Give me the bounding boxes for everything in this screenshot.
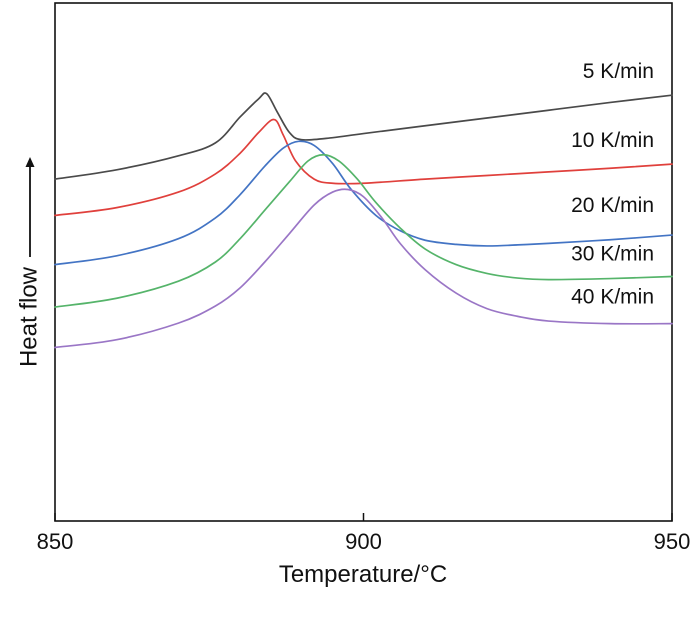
y-axis-title: Heat flow	[15, 266, 42, 367]
x-axis-title: Temperature/°C	[279, 561, 447, 588]
series-label: 10 K/min	[571, 129, 654, 152]
arrow-up-icon	[25, 157, 35, 167]
series-line	[54, 140, 673, 266]
x-tick-label: 900	[345, 529, 382, 554]
series-label: 40 K/min	[571, 286, 654, 309]
x-axis-ticks: 850 900 950	[37, 513, 691, 554]
series-label: 5 K/min	[583, 60, 654, 83]
series-label-group: 5 K/min 10 K/min 20 K/min 30 K/min 40 K/min	[571, 60, 654, 308]
series-line	[54, 92, 673, 180]
series-line	[54, 188, 673, 349]
y-axis-title-group: Heat flow	[15, 157, 42, 367]
x-tick-label: 950	[654, 529, 691, 554]
series-line	[54, 118, 673, 217]
series-label: 30 K/min	[571, 243, 654, 266]
x-tick-label: 850	[37, 529, 74, 554]
series-group	[54, 92, 673, 349]
series-label: 20 K/min	[571, 194, 654, 217]
series-line	[54, 153, 673, 308]
